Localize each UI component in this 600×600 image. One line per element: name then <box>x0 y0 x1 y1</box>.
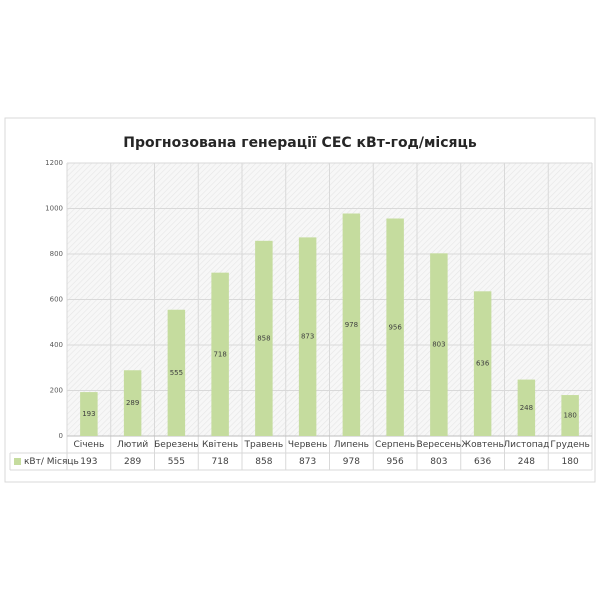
table-value: 858 <box>255 457 272 467</box>
x-tick-label: Червень <box>288 440 327 450</box>
x-tick-label: Березень <box>154 440 198 450</box>
x-tick-label: Серпень <box>375 440 415 450</box>
bar <box>386 218 404 436</box>
data-label: 873 <box>301 333 314 341</box>
bar <box>255 240 273 436</box>
chart-title: Прогнозована генерації СЕС кВт-год/місяц… <box>123 135 477 151</box>
data-label: 956 <box>388 323 402 331</box>
data-label: 718 <box>213 350 226 358</box>
y-tick-label: 200 <box>50 387 63 395</box>
x-tick-label: Листопад <box>503 440 549 450</box>
data-label: 193 <box>82 410 95 418</box>
bar <box>167 309 186 436</box>
y-tick-label: 400 <box>50 341 63 349</box>
legend-swatch <box>14 458 21 465</box>
bar <box>430 253 448 436</box>
table-value: 873 <box>299 457 316 467</box>
table-value: 956 <box>387 457 404 467</box>
data-label: 180 <box>563 412 576 420</box>
data-label: 978 <box>345 321 358 329</box>
y-tick-label: 800 <box>50 250 63 258</box>
table-value: 718 <box>212 457 229 467</box>
legend-label: кВт/ Місяць <box>24 457 79 467</box>
bar <box>561 395 579 436</box>
x-tick-label: Жовтень <box>461 440 503 450</box>
table-value: 803 <box>430 457 447 467</box>
bar <box>80 392 98 436</box>
table-value: 289 <box>124 457 141 467</box>
table-value: 978 <box>343 457 360 467</box>
data-label: 248 <box>520 404 533 412</box>
x-tick-label: Січень <box>73 440 104 450</box>
table-value: 555 <box>168 457 185 467</box>
x-tick-label: Травень <box>243 440 283 450</box>
data-label: 858 <box>257 334 270 342</box>
data-label: 555 <box>170 369 183 377</box>
table-value: 193 <box>80 457 97 467</box>
table-value: 248 <box>518 457 535 467</box>
bar <box>298 237 317 436</box>
y-tick-label: 1000 <box>45 205 63 213</box>
x-tick-label: Липень <box>334 440 369 450</box>
bar <box>517 379 536 436</box>
x-tick-label: Квітень <box>202 440 238 450</box>
bar <box>473 291 492 436</box>
bar <box>211 272 229 436</box>
x-tick-label: Грудень <box>550 440 589 450</box>
y-tick-label: 0 <box>59 432 63 440</box>
y-tick-label: 1200 <box>45 159 63 167</box>
table-value: 636 <box>474 457 491 467</box>
y-tick-label: 600 <box>50 296 63 304</box>
bar <box>123 370 142 436</box>
data-label: 289 <box>126 399 139 407</box>
table-value: 180 <box>562 457 579 467</box>
bar <box>342 213 361 436</box>
data-label: 636 <box>476 360 490 368</box>
x-tick-label: Вересень <box>417 440 462 450</box>
data-label: 803 <box>432 341 445 349</box>
x-tick-label: Лютий <box>117 440 148 450</box>
